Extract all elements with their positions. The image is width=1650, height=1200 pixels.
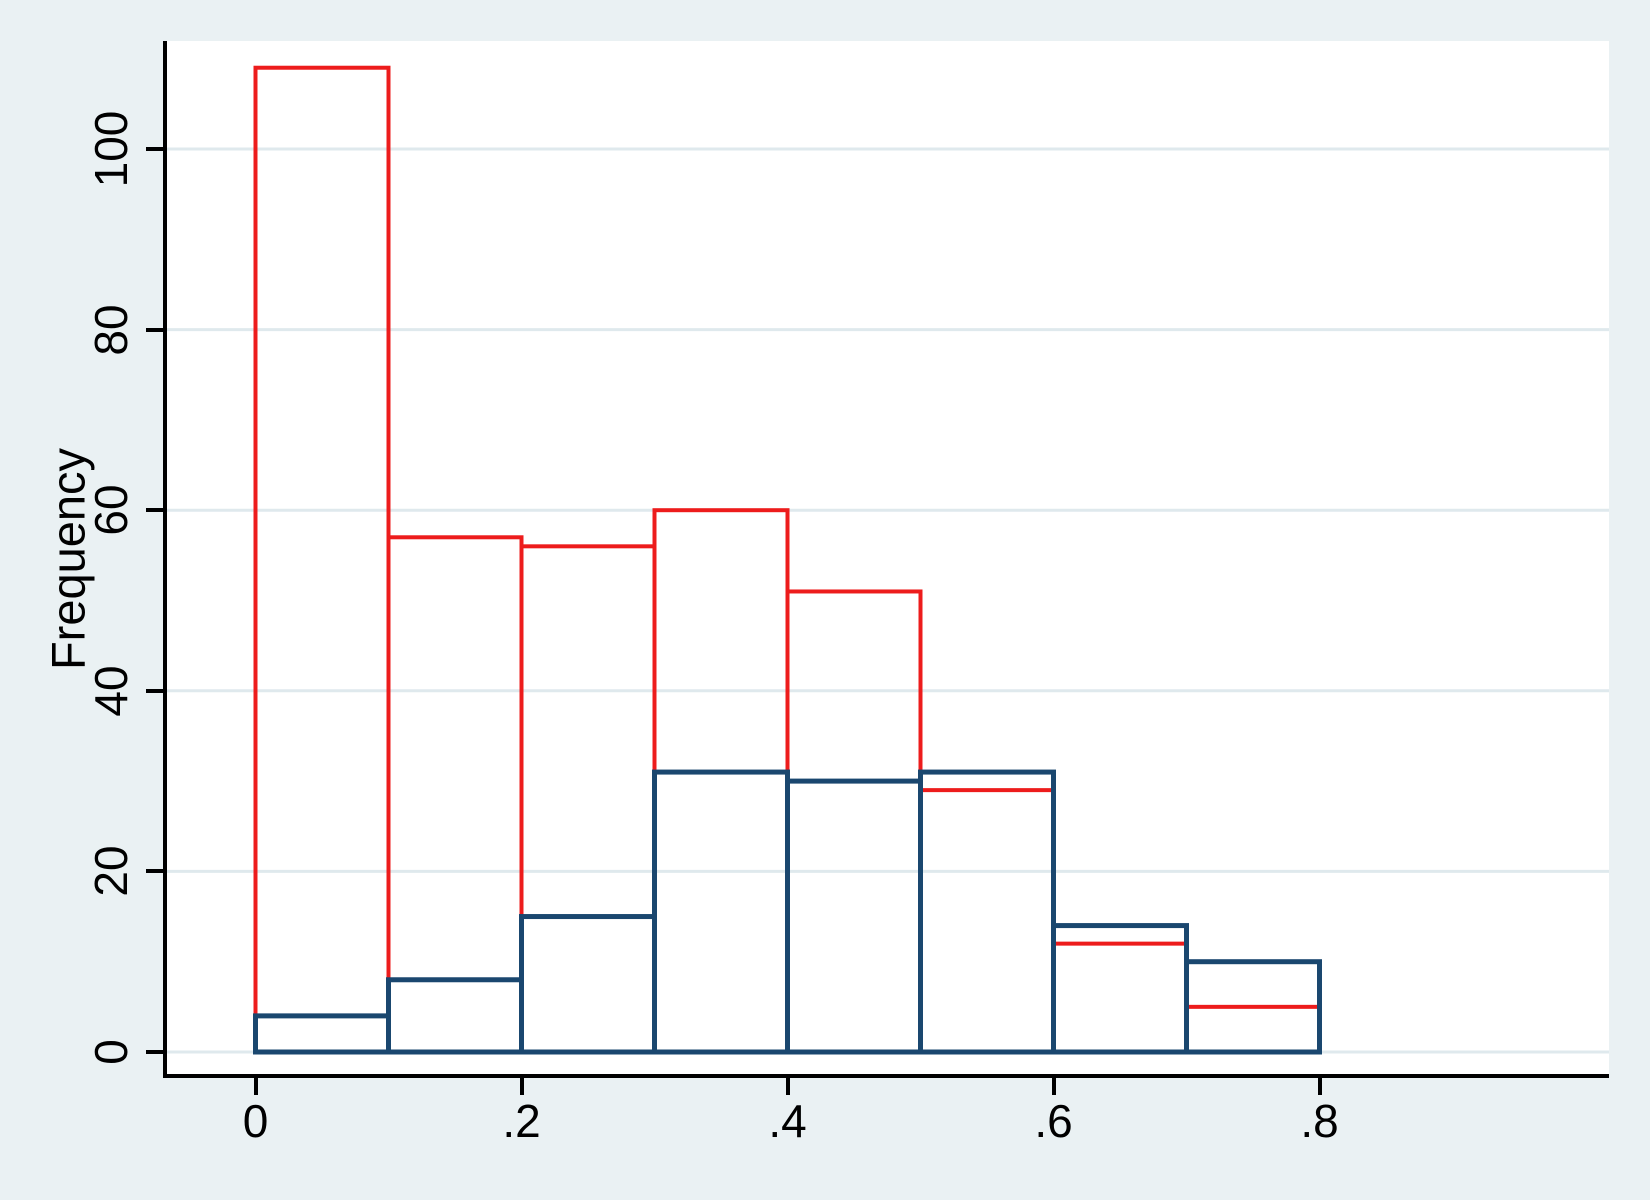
y-tick [146,689,163,693]
y-tick-label: 100 [85,110,137,188]
y-axis-title: Frequency [41,447,95,671]
x-tick [519,1078,524,1095]
x-tick-label: .6 [1034,1095,1073,1147]
y-tick-label: 80 [85,304,137,356]
plot-area [163,41,1609,1078]
y-tick [146,1050,163,1054]
x-tick [785,1078,790,1095]
y-tick [146,147,163,151]
y-tick [146,328,163,332]
y-tick-label: 20 [85,845,137,897]
y-tick-label: 0 [85,1039,137,1065]
x-tick [253,1078,258,1095]
y-tick-label: 40 [85,665,137,717]
y-tick-label: 60 [85,484,137,536]
x-tick-label: 0 [242,1095,269,1147]
x-tick-label: .8 [1300,1095,1339,1147]
x-tick-label: .4 [768,1095,807,1147]
y-tick [146,869,163,873]
y-tick [146,508,163,512]
x-tick [1051,1078,1056,1095]
histogram-svg [167,65,1609,1055]
x-tick [1317,1078,1322,1095]
x-tick-label: .2 [502,1095,541,1147]
